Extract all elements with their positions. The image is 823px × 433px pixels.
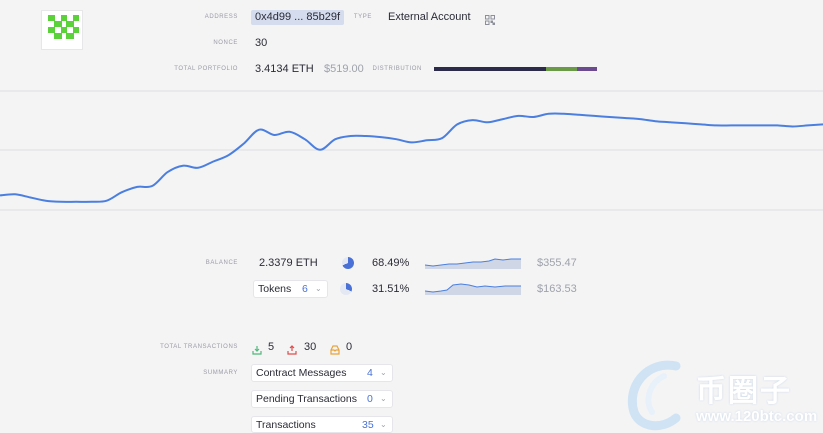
eth-percentage: 68.49% (372, 257, 410, 269)
distribution-segment (577, 67, 597, 71)
address-value[interactable]: 0x4d99 ... 85b29f (251, 10, 345, 25)
portfolio-value-line (0, 112, 823, 203)
pending-count: 0 (346, 341, 353, 353)
distribution-bar (434, 67, 597, 71)
distribution-label: DISTRIBUTION (372, 66, 422, 72)
contract-messages-dropdown[interactable]: Contract Messages 4 ⌄ (251, 364, 393, 382)
transactions-label: Transactions (256, 419, 316, 431)
chevron-down-icon: ⌄ (380, 420, 387, 429)
portfolio-label: TOTAL PORTFOLIO (174, 66, 238, 72)
inbox-icon (330, 342, 340, 355)
pending-transactions-count: 0 (367, 393, 373, 405)
watermark-brand: 币圈子 (696, 374, 792, 409)
contract-messages-label: Contract Messages (256, 367, 347, 379)
contract-messages-count: 4 (367, 367, 373, 379)
tokens-sparkline (425, 283, 521, 295)
chevron-down-icon: ⌄ (315, 284, 322, 293)
account-identicon (41, 10, 83, 50)
pending-transactions-label: Pending Transactions (256, 393, 357, 405)
balance-label: BALANCE (205, 260, 238, 266)
tokens-usd-value: $163.53 (537, 283, 577, 295)
portfolio-usd: $519.00 (324, 63, 364, 75)
tokens-dropdown[interactable]: Tokens 6 ⌄ (253, 280, 328, 298)
nonce-value: 30 (255, 37, 268, 49)
watermark-url: www.120btc.com (696, 408, 818, 425)
qr-code-icon[interactable] (485, 12, 495, 25)
type-value: External Account (388, 11, 471, 23)
pending-transactions-dropdown[interactable]: Pending Transactions 0 ⌄ (251, 390, 393, 408)
watermark: 币圈子 www.120btc.com (618, 356, 823, 433)
transactions-dropdown[interactable]: Transactions 35 ⌄ (251, 416, 393, 433)
summary-label: SUMMARY (203, 370, 238, 376)
download-icon (252, 342, 262, 355)
watermark-logo-icon (627, 360, 681, 431)
transactions-count: 35 (362, 419, 374, 431)
address-label: ADDRESS (204, 14, 238, 20)
tokens-share-pie-icon (340, 283, 352, 295)
portfolio-eth: 3.4134 ETH (255, 63, 314, 75)
chevron-down-icon: ⌄ (380, 394, 387, 403)
eth-sparkline (425, 258, 521, 269)
balance-eth: 2.3379 ETH (259, 257, 318, 269)
outgoing-count: 30 (304, 341, 317, 353)
upload-icon (287, 342, 297, 355)
type-label: TYPE (353, 14, 372, 20)
tokens-count: 6 (302, 283, 308, 295)
incoming-count: 5 (268, 341, 275, 353)
distribution-segment (545, 67, 578, 71)
tokens-percentage: 31.51% (372, 283, 410, 295)
nonce-label: NONCE (213, 40, 238, 46)
eth-share-pie-icon (342, 257, 354, 269)
distribution-segment (434, 67, 546, 71)
eth-usd-value: $355.47 (537, 257, 577, 269)
portfolio-chart (0, 90, 823, 212)
tokens-label: Tokens (258, 283, 292, 295)
chevron-down-icon: ⌄ (380, 368, 387, 377)
total-transactions-label: TOTAL TRANSACTIONS (160, 344, 238, 350)
